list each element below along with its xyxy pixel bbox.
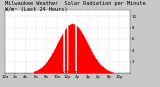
Text: Milwaukee Weather  Solar Radiation per Minute W/m² (Last 24 Hours): Milwaukee Weather Solar Radiation per Mi… [5,1,145,12]
